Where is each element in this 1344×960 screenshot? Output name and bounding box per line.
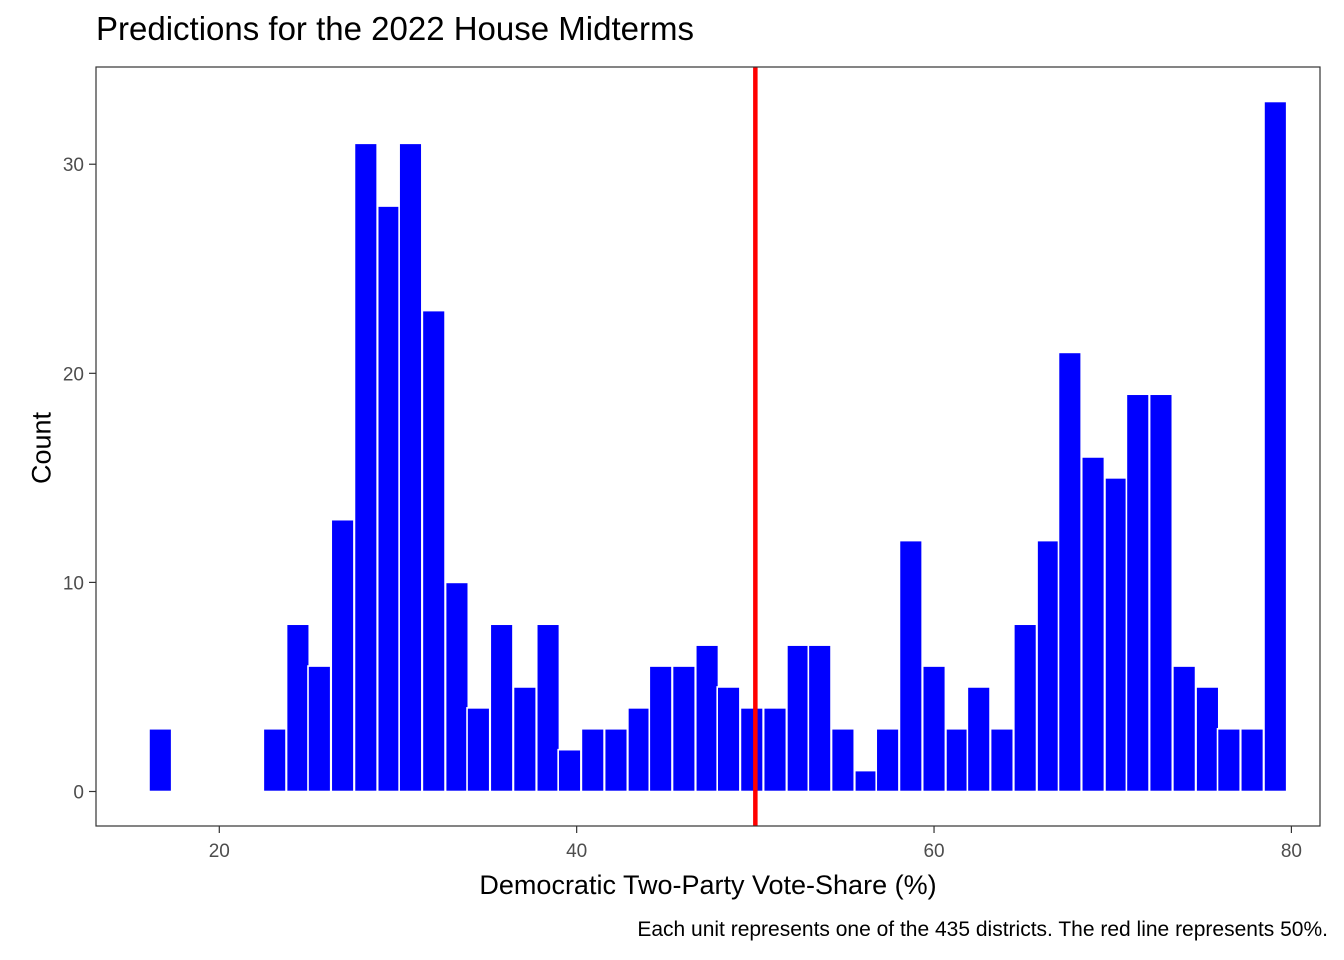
- histogram-bar: [376, 205, 402, 793]
- histogram-bar: [1080, 456, 1106, 793]
- histogram-bar: [1125, 393, 1150, 793]
- histogram-bar: [1172, 665, 1197, 793]
- histogram-bar: [1036, 539, 1061, 793]
- bars-group: [148, 100, 1288, 793]
- x-tick-label: 40: [566, 841, 587, 862]
- histogram-bar: [1057, 351, 1082, 793]
- histogram-bar: [1216, 727, 1242, 793]
- y-axis-ticks: 0 10 20 30: [63, 155, 96, 804]
- histogram-bar: [921, 665, 947, 793]
- plot-panel-border: [95, 66, 1321, 827]
- histogram-bar: [807, 644, 832, 793]
- x-tick-label: 60: [923, 841, 944, 862]
- histogram-bar: [966, 686, 991, 793]
- y-tick-label: 0: [73, 783, 84, 804]
- histogram-bar: [830, 727, 856, 793]
- histogram-bar: [1148, 393, 1174, 793]
- histogram-bar: [535, 623, 561, 793]
- histogram-bar: [353, 142, 378, 793]
- histogram-bar: [1195, 686, 1220, 793]
- x-axis-ticks: 20 40 60 80: [209, 826, 1302, 862]
- histogram-bar: [875, 727, 900, 793]
- histogram-bar: [603, 727, 629, 793]
- histogram-bar: [307, 665, 332, 793]
- histogram-bar: [762, 707, 788, 793]
- histogram-bar: [671, 665, 697, 793]
- histogram-bar: [989, 727, 1015, 793]
- histogram-bar: [262, 727, 287, 793]
- histogram-bar: [1239, 727, 1265, 793]
- histogram-bar: [853, 769, 879, 793]
- histogram-bar: [648, 665, 673, 793]
- chart-title: Predictions for the 2022 House Midterms: [96, 10, 694, 47]
- histogram-bar: [694, 644, 720, 793]
- histogram-bar: [945, 727, 970, 793]
- histogram-bar: [285, 623, 311, 793]
- histogram-bar: [557, 748, 582, 793]
- histogram-bar: [148, 727, 173, 793]
- histogram-bar: [489, 623, 514, 793]
- histogram-bar: [1104, 477, 1129, 793]
- histogram-bar: [739, 707, 764, 793]
- histogram-bar: [786, 644, 811, 793]
- histogram-bar: [444, 581, 470, 793]
- chart-caption: Each unit represents one of the 435 dist…: [637, 918, 1328, 941]
- histogram-bar: [898, 539, 923, 793]
- histogram-bar: [1263, 100, 1288, 793]
- histogram-bar: [716, 686, 741, 793]
- y-tick-label: 30: [63, 155, 84, 176]
- histogram-bar: [466, 707, 491, 793]
- histogram-bar: [398, 142, 423, 793]
- y-axis-label: Count: [26, 411, 57, 485]
- x-tick-label: 80: [1281, 841, 1302, 862]
- histogram-bar: [421, 309, 446, 793]
- histogram-bar: [1013, 623, 1038, 793]
- histogram-bar: [330, 518, 355, 793]
- histogram-bar: [512, 686, 537, 793]
- histogram-bar: [580, 727, 605, 793]
- y-tick-label: 10: [63, 573, 84, 594]
- x-tick-label: 20: [209, 841, 230, 862]
- y-tick-label: 20: [63, 364, 84, 385]
- x-axis-label: Democratic Two-Party Vote-Share (%): [479, 870, 937, 900]
- histogram-bar: [627, 707, 652, 793]
